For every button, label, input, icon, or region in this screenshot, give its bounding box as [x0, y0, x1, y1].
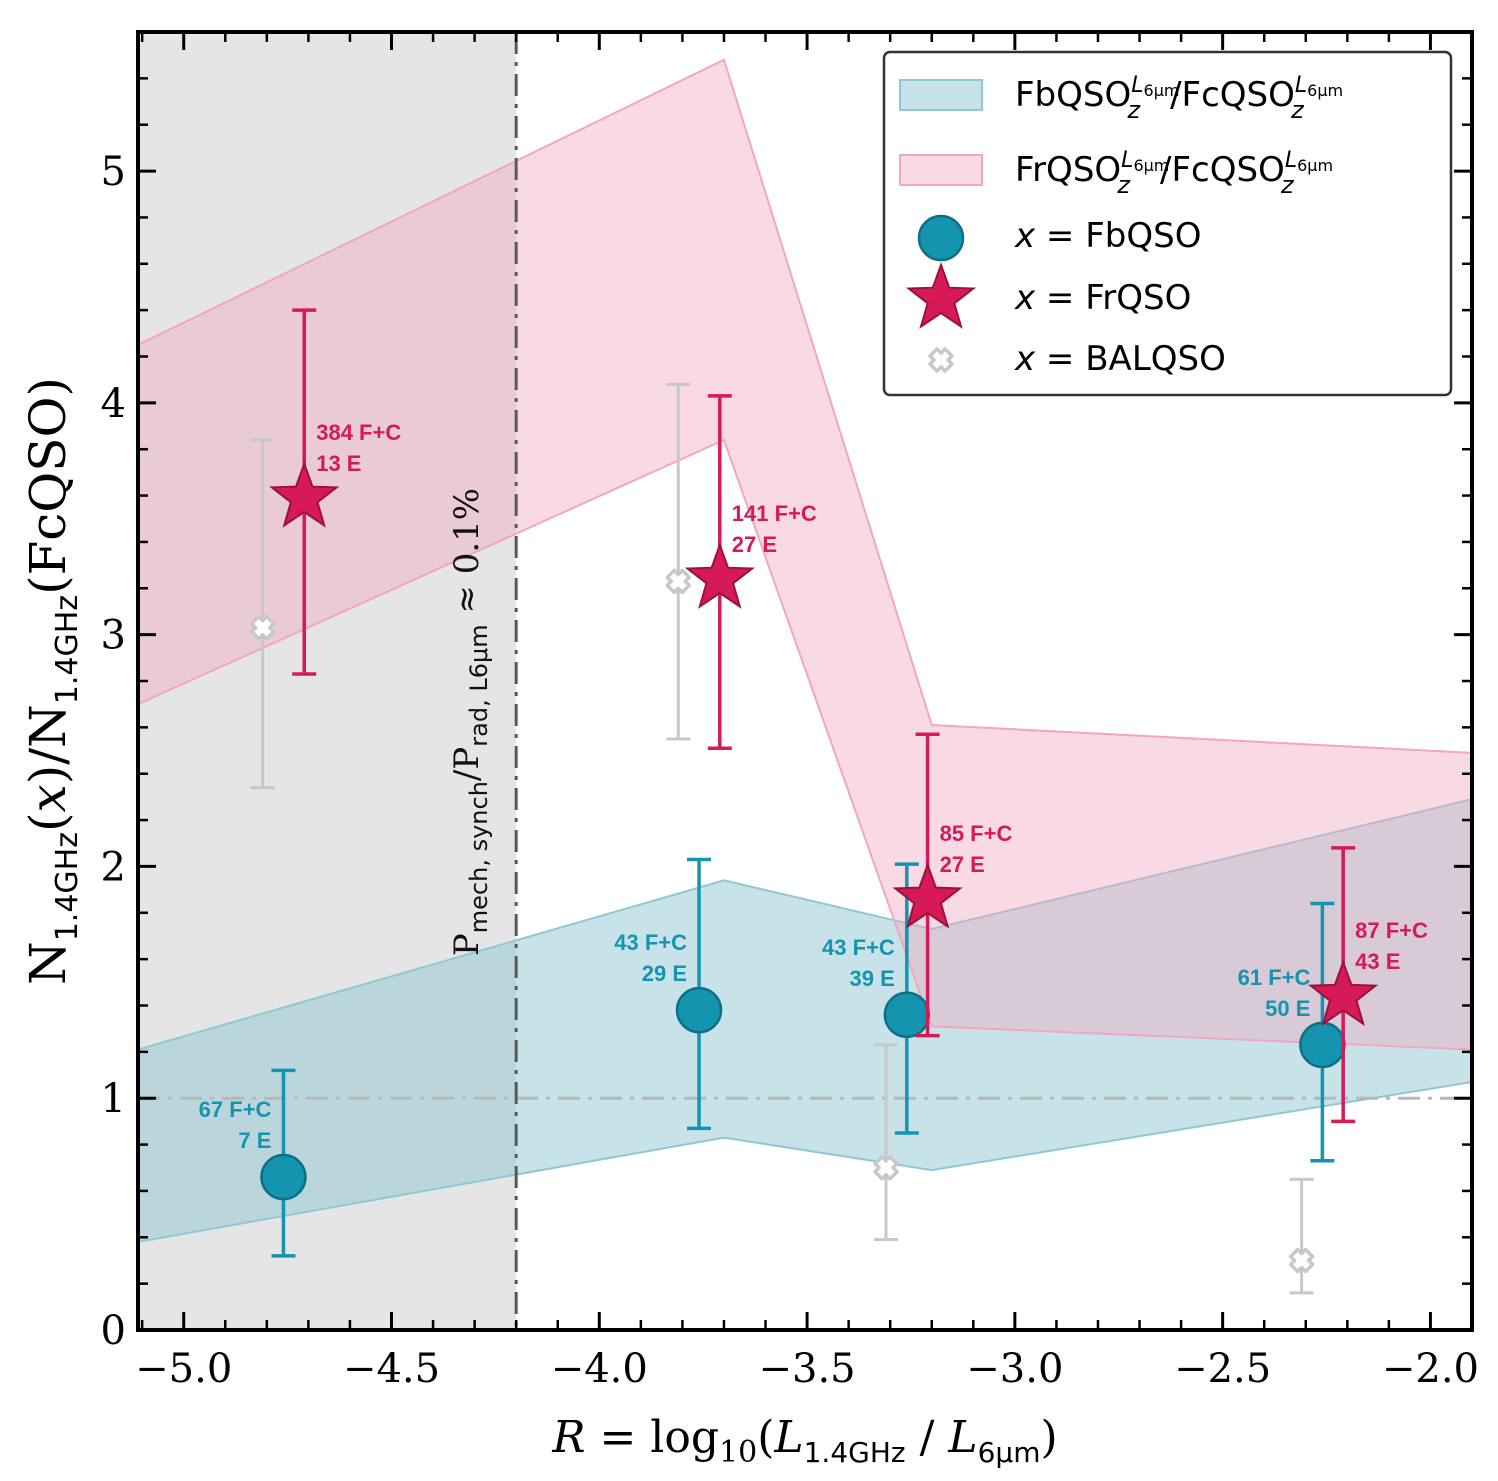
fbqso-point: [260, 1153, 307, 1201]
y-tick-label: 4: [101, 381, 126, 427]
frqso-count-e-label: 27 E: [732, 532, 777, 557]
x-tick-label: −3.0: [966, 1346, 1063, 1392]
x-tick-label: −2.5: [1174, 1346, 1271, 1392]
x-tick-label: −3.5: [759, 1346, 856, 1392]
fbqso-count-e-label: 39 E: [850, 966, 895, 991]
x-tick-label: −4.5: [343, 1346, 440, 1392]
points-layer: 67 F+C 7 E 43 F+C 29 E 43 F+C 39 E 61 F+C 50 E 3…: [199, 308, 1428, 1295]
fbqso-count-fc-label: 43 F+C: [822, 935, 895, 960]
legend-cross-icon: [928, 347, 954, 373]
legend-label-frqso: x = FrQSO: [1014, 278, 1191, 318]
x-tick-label: −2.0: [1382, 1346, 1479, 1392]
legend-swatch-frqso-band: [899, 154, 983, 186]
y-tick-label: 5: [101, 149, 126, 195]
legend-marker-fbqso: [917, 214, 965, 262]
frqso-ratio-band: [138, 58, 1472, 1051]
y-tick-label: 3: [101, 613, 126, 659]
threshold-line-label: Pmech, synch/Prad, L6μm ≈ 0.1%: [447, 488, 493, 956]
legend-label-fbqso: x = FbQSO: [1014, 216, 1201, 256]
legend: FbQSOL6μm z/FcQSOL6μm z FrQSOL6μm z/FcQSOL6…: [882, 50, 1453, 397]
y-tick-label: 0: [101, 1308, 126, 1354]
balqso-point: [665, 568, 691, 595]
band-layer: [138, 58, 1472, 1243]
fbqso-point: [883, 991, 931, 1039]
frqso-point: [1308, 959, 1379, 1027]
plot-frame: [136, 30, 1474, 1332]
y-tick-label: 1: [101, 1076, 126, 1122]
frqso-count-e-label: 27 E: [940, 852, 985, 877]
legend-label-balqso: x = BALQSO: [1014, 339, 1226, 379]
fbqso-count-e-label: 7 E: [238, 1128, 271, 1153]
fbqso-point: [1299, 1021, 1346, 1069]
fbqso-count-fc-label: 67 F+C: [199, 1097, 272, 1122]
frqso-point: [684, 542, 755, 609]
frqso-point: [269, 460, 340, 528]
frqso-count-fc-label: 384 F+C: [316, 420, 401, 445]
fbqso-count-fc-label: 43 F+C: [614, 930, 687, 955]
frqso-point: [892, 861, 963, 929]
fbqso-point: [675, 986, 723, 1034]
fbqso-count-fc-label: 61 F+C: [1238, 965, 1311, 990]
legend-box: [882, 50, 1453, 397]
x-axis-label: R = log10(L1.4GHz / L6μm): [551, 1412, 1057, 1470]
legend-swatch-fbqso-band: [899, 79, 983, 111]
frqso-count-e-label: 13 E: [316, 451, 361, 476]
balqso-point: [249, 614, 276, 641]
frqso-count-fc-label: 85 F+C: [940, 821, 1013, 846]
y-axis-label: N1.4GHz(x)/N1.4GHz(FcQSO): [19, 377, 85, 985]
y-tick-label: 2: [101, 844, 126, 890]
frqso-count-fc-label: 141 F+C: [732, 501, 817, 526]
legend-marker-frqso: [905, 262, 977, 329]
ticks-layer: −5.0 −4.5 −4.0 −3.5 −3.0 −2.5 −2.0 0 1 2 3 4 5: [101, 32, 1479, 1392]
x-tick-label: −4.0: [551, 1346, 648, 1392]
legend-circle-icon: [917, 214, 965, 262]
legend-star-icon: [905, 262, 977, 329]
frqso-count-fc-label: 87 F+C: [1355, 918, 1428, 943]
legend-marker-balqso: [928, 347, 954, 373]
fbqso-count-e-label: 50 E: [1265, 996, 1310, 1021]
fbqso-count-e-label: 29 E: [642, 961, 687, 986]
balqso-point: [1288, 1247, 1315, 1274]
frqso-count-e-label: 43 E: [1355, 949, 1400, 974]
fbqso-ratio-band: [138, 798, 1472, 1243]
x-tick-label: −5.0: [135, 1346, 232, 1392]
balqso-point: [873, 1155, 899, 1181]
